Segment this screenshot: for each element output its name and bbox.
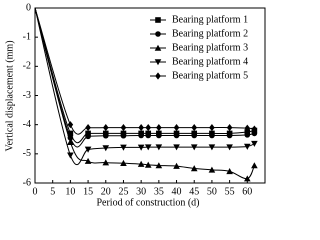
marker bbox=[145, 132, 152, 139]
marker bbox=[226, 168, 233, 175]
marker bbox=[67, 138, 74, 145]
marker bbox=[173, 162, 180, 169]
marker bbox=[244, 175, 251, 182]
marker bbox=[244, 143, 251, 150]
marker bbox=[85, 123, 91, 132]
marker bbox=[102, 132, 109, 139]
marker bbox=[137, 144, 145, 151]
x-axis-label: Period of construction (d) bbox=[96, 197, 199, 208]
marker bbox=[156, 132, 162, 139]
marker bbox=[120, 132, 127, 139]
marker bbox=[190, 144, 198, 151]
marker bbox=[120, 144, 127, 151]
marker bbox=[244, 129, 251, 135]
marker bbox=[155, 144, 163, 151]
y-tick-label: -4 bbox=[23, 119, 31, 130]
marker bbox=[155, 17, 161, 23]
marker bbox=[102, 145, 110, 152]
y-axis-label: Vertical displacement (mm) bbox=[4, 40, 15, 151]
marker bbox=[226, 132, 233, 139]
x-tick-label: 0 bbox=[33, 186, 38, 197]
marker bbox=[102, 159, 110, 166]
x-tick-label: 10 bbox=[65, 186, 75, 197]
legend-label: Bearing platform 2 bbox=[172, 28, 248, 39]
marker bbox=[251, 130, 258, 137]
marker bbox=[251, 162, 258, 169]
marker bbox=[85, 130, 91, 137]
marker bbox=[173, 144, 180, 151]
marker bbox=[154, 44, 162, 51]
marker bbox=[84, 157, 92, 164]
x-tick-label: 15 bbox=[83, 186, 93, 197]
x-tick-label: 20 bbox=[101, 186, 111, 197]
x-tick-label: 55 bbox=[225, 186, 235, 197]
x-tick-label: 25 bbox=[118, 186, 128, 197]
y-tick-label: -5 bbox=[23, 148, 31, 159]
x-tick-label: 50 bbox=[207, 186, 217, 197]
x-tick-label: 35 bbox=[154, 186, 164, 197]
marker bbox=[67, 130, 74, 137]
marker bbox=[155, 72, 161, 80]
marker bbox=[251, 140, 258, 147]
marker bbox=[102, 123, 109, 132]
marker bbox=[155, 31, 161, 37]
x-tick-label: 5 bbox=[50, 186, 55, 197]
marker bbox=[138, 123, 144, 132]
marker bbox=[154, 59, 162, 66]
marker bbox=[173, 132, 180, 139]
y-tick-label: -6 bbox=[23, 177, 31, 188]
marker bbox=[244, 124, 251, 132]
y-tick-label: 0 bbox=[26, 2, 31, 13]
marker bbox=[67, 152, 74, 159]
marker bbox=[191, 123, 198, 132]
legend-label: Bearing platform 3 bbox=[172, 42, 248, 53]
x-tick-label: 40 bbox=[172, 186, 182, 197]
legend-label: Bearing platform 4 bbox=[172, 56, 248, 67]
y-tick-label: -3 bbox=[23, 90, 31, 101]
legend-label: Bearing platform 1 bbox=[172, 14, 248, 25]
marker bbox=[251, 125, 258, 133]
y-tick-label: -1 bbox=[23, 31, 31, 42]
marker bbox=[208, 144, 216, 151]
y-tick-label: -2 bbox=[23, 61, 31, 72]
marker bbox=[155, 162, 163, 169]
marker bbox=[191, 132, 198, 139]
legend-label: Bearing platform 5 bbox=[172, 70, 248, 81]
marker bbox=[226, 144, 233, 151]
marker bbox=[145, 123, 152, 132]
marker bbox=[85, 133, 91, 140]
marker bbox=[138, 132, 144, 139]
marker bbox=[120, 123, 127, 132]
marker bbox=[137, 160, 145, 167]
marker bbox=[190, 165, 198, 172]
marker bbox=[208, 166, 216, 173]
marker bbox=[67, 121, 74, 129]
marker bbox=[120, 159, 127, 166]
x-tick-label: 45 bbox=[189, 186, 199, 197]
marker bbox=[209, 132, 215, 139]
marker bbox=[144, 144, 152, 151]
marker bbox=[156, 123, 162, 132]
x-tick-label: 30 bbox=[136, 186, 146, 197]
marker bbox=[144, 161, 152, 168]
marker bbox=[244, 132, 251, 138]
marker bbox=[84, 146, 92, 153]
marker bbox=[226, 123, 233, 132]
marker bbox=[209, 123, 215, 132]
x-tick-label: 60 bbox=[242, 186, 252, 197]
marker bbox=[173, 123, 180, 132]
chart: Period of construction (d) Vertical disp… bbox=[4, 2, 266, 208]
